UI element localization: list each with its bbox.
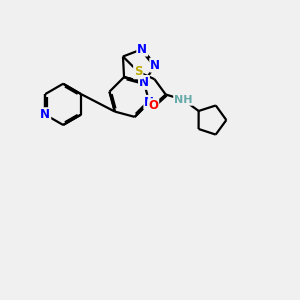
Text: N: N — [150, 58, 160, 72]
Text: N: N — [40, 108, 50, 121]
Text: NH: NH — [174, 95, 193, 105]
Text: N: N — [137, 43, 147, 56]
Text: N: N — [144, 96, 154, 109]
Text: O: O — [148, 99, 158, 112]
Text: S: S — [134, 65, 142, 78]
Text: N: N — [139, 76, 149, 89]
